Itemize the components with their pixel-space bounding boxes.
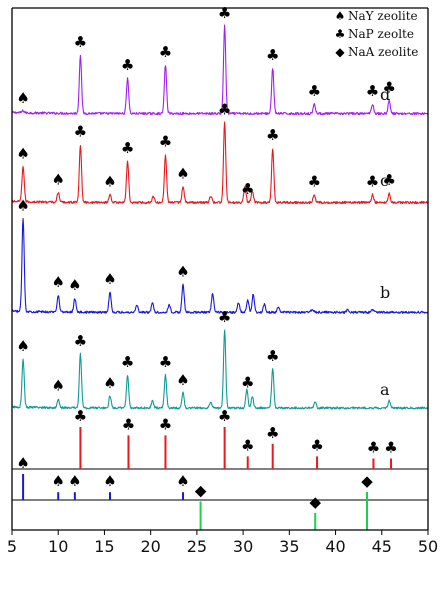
reference-marker-nap-2: ♣ [159,415,172,433]
legend-entry-2: ◆ NaA zeolite [335,45,418,59]
peak-marker-nay-b-3: ♠ [103,270,116,288]
reference-marker-nap-7: ♣ [367,439,380,457]
reference-marker-naa-0: ◆ [195,482,207,500]
peak-marker-nay-b-2: ♠ [68,276,81,294]
reference-marker-naa-2: ◆ [361,472,373,490]
peak-marker-nap-a-5: ♣ [159,353,172,371]
reference-marker-nap-0: ♣ [74,407,87,425]
x-tick-label-25: 25 [187,537,207,556]
reference-layer: ♣ ♣ ♣ ♣♣♣♣ ♣ ♣♠♠ ♠ ♠ ♠◆◆◆ [12,407,428,531]
peak-marker-nay-b-4: ♠ [176,262,189,280]
peak-marker-nap-a-7: ♣ [218,308,231,326]
peak-marker-nay-c-0: ♠ [16,144,29,162]
sample-label-b: b [380,283,390,302]
axis-layer: 5 10 15 20 25 30 35 40 45 50 [7,7,438,556]
legend-label-1: NaP zeolte [348,27,414,41]
series-line-b [11,217,429,314]
peak-marker-nap-d-3: ♣ [159,43,172,61]
peak-marker-nap-d-7: ♣ [366,82,379,100]
peak-marker-nap-c-2: ♣ [74,123,87,141]
peak-marker-nay-a-0: ♠ [16,337,29,355]
legend-marker-2: ◆ [335,45,345,59]
peak-marker-nap-c-8: ♣ [241,180,254,198]
xrd-pattern-d: ♠♣♣♣♣♣♣ ♣ ♣d [11,4,429,116]
x-tick-label-45: 45 [372,537,392,556]
peak-marker-nap-a-8: ♣ [241,373,254,391]
peak-marker-nay-c-6: ♠ [176,164,189,182]
xrd-pattern-a: ♠♠♣♠♣ ♣♠♣♣♣a [11,308,429,410]
sample-label-d: d [380,85,390,104]
x-tick-label-35: 35 [279,537,299,556]
peak-marker-nap-d-8: ♣ [382,79,395,97]
x-tick-label-10: 10 [48,537,68,556]
x-tick-label-15: 15 [94,537,114,556]
reference-marker-nay-1: ♠ [51,472,64,490]
peak-marker-nap-d-5: ♣ [266,46,279,64]
peak-marker-nap-c-9: ♣ [266,126,279,144]
peak-marker-nap-c-4: ♣ [121,139,134,157]
peak-marker-nap-c-5: ♣ [159,132,172,150]
reference-marker-nay-4: ♠ [176,472,189,490]
legend-label-0: NaY zeolite [348,9,418,23]
reference-marker-nay-0: ♠ [16,454,29,472]
reference-marker-nap-1: ♣ [122,415,135,433]
legend-entry-1: ♣ NaP zeolte [335,27,414,41]
peak-marker-nay-a-3: ♠ [103,374,116,392]
peak-marker-nap-d-6: ♣ [308,82,321,100]
peak-marker-nap-c-11: ♣ [366,172,379,190]
peak-marker-nap-d-2: ♣ [121,56,134,74]
reference-pattern-nay: ♠♠ ♠ ♠ ♠ [12,454,428,501]
legend-marker-1: ♣ [335,27,346,41]
legend-marker-0: ♠ [335,9,346,23]
peak-marker-nay-a-6: ♠ [176,371,189,389]
peak-marker-nay-c-1: ♠ [51,171,64,189]
legend-entry-0: ♠ NaY zeolite [335,9,418,23]
x-tick-label-20: 20 [140,537,160,556]
peak-marker-nap-a-4: ♣ [121,353,134,371]
x-tick-label-50: 50 [418,537,438,556]
legend: ♠ NaY zeolite♣ NaP zeolte◆ NaA zeolite [335,9,419,59]
reference-marker-nap-8: ♣ [384,439,397,457]
peak-marker-nap-d-4: ♣ [218,4,231,22]
series-line-c [11,121,429,205]
reference-marker-nay-3: ♠ [103,472,116,490]
x-tick-label-5: 5 [7,537,17,556]
reference-pattern-nap: ♣ ♣ ♣ ♣♣♣♣ ♣ ♣ [12,407,428,470]
peak-marker-nay-b-0: ♠ [16,196,29,214]
peak-marker-nay-a-1: ♠ [51,377,64,395]
reference-marker-nap-5: ♣ [266,424,279,442]
legend-label-2: NaA zeolite [348,45,418,59]
sample-label-c: c [380,171,389,190]
reference-marker-nap-3: ♣ [218,407,231,425]
series-line-a [11,329,429,410]
reference-marker-nay-2: ♠ [68,472,81,490]
peak-marker-nay-b-1: ♠ [51,273,64,291]
peak-marker-nay-d-0: ♠ [16,89,29,107]
peak-marker-nay-c-3: ♠ [103,172,116,190]
peak-marker-nap-c-12: ♣ [382,171,395,189]
sample-label-a: a [380,380,390,399]
xrd-pattern-c: ♠♠♣♠♣ ♣♠♣♣♣♣ ♣ ♣c [11,100,429,205]
series-layer: ♠♣♣♣♣♣♣ ♣ ♣d♠♠♣♠♣ ♣♠♣♣♣♣ ♣ ♣c♠♠ ♠ ♠ ♠b♠♠♣♠♣ ♣♠♣♣♣… [11,4,429,410]
x-tick-label-30: 30 [233,537,253,556]
xrd-pattern-b: ♠♠ ♠ ♠ ♠b [11,196,429,314]
series-line-d [11,24,429,116]
reference-marker-nap-4: ♣ [241,436,254,454]
peak-marker-nap-a-2: ♣ [74,332,87,350]
peak-marker-nap-a-9: ♣ [266,347,279,365]
reference-marker-naa-1: ◆ [309,493,321,511]
peak-marker-nap-d-1: ♣ [74,33,87,51]
reference-marker-nap-6: ♣ [310,436,323,454]
x-tick-label-40: 40 [325,537,345,556]
peak-marker-nap-c-10: ♣ [308,172,321,190]
peak-marker-nap-c-7: ♣ [218,100,231,118]
